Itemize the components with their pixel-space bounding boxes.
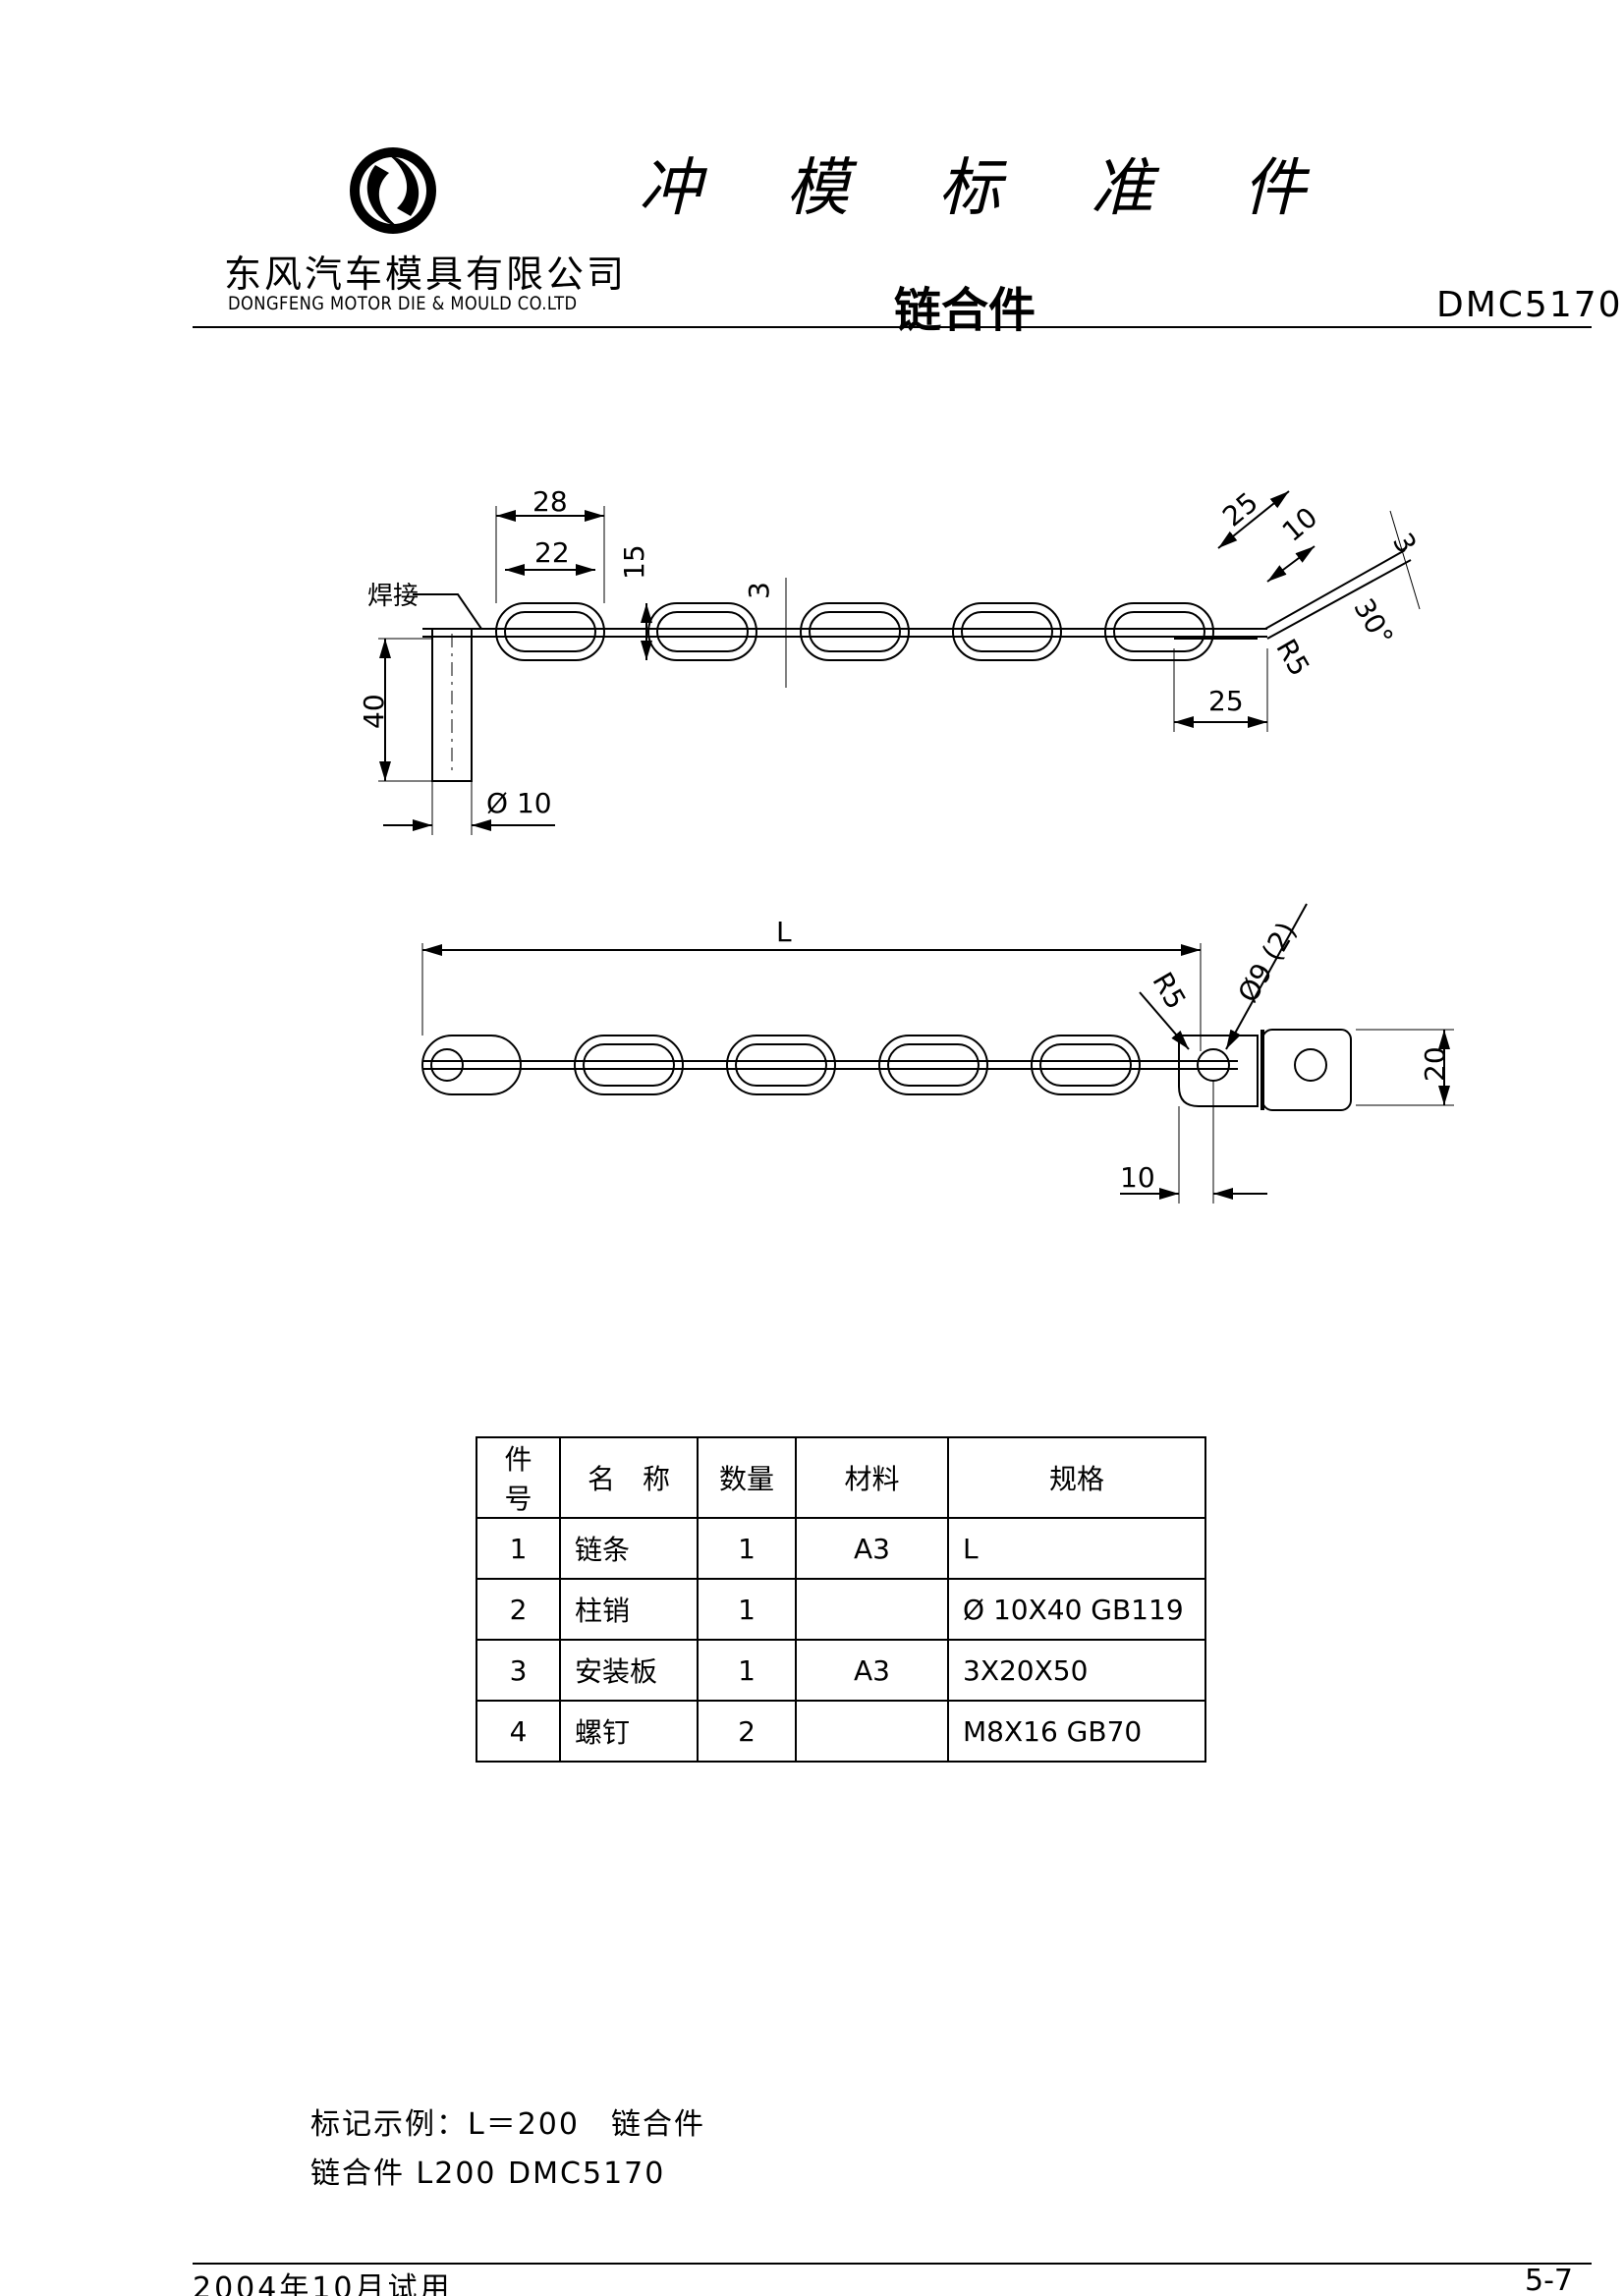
dim-phi10: Ø 10 xyxy=(486,787,552,819)
cell-qty: 1 xyxy=(697,1517,797,1580)
header-qty: 数量 xyxy=(697,1436,797,1519)
header-rule xyxy=(193,326,1592,328)
dim-30deg: 30° xyxy=(1347,593,1399,651)
dim-r5: R5 xyxy=(1269,634,1316,682)
header-spec: 规格 xyxy=(947,1436,1206,1519)
cell-material: A3 xyxy=(795,1639,949,1702)
cell-material: A3 xyxy=(795,1517,949,1580)
dim-10: 10 xyxy=(1276,501,1324,548)
company-name-cn: 东风汽车模具有限公司 xyxy=(224,252,628,296)
cell-name: 链条 xyxy=(559,1517,699,1580)
cell-spec: M8X16 GB70 xyxy=(947,1700,1206,1763)
table-row: 3 安装板 1 A3 3X20X50 xyxy=(476,1639,1206,1702)
table-row: 1 链条 1 A3 L xyxy=(476,1517,1206,1580)
cell-item-no: 2 xyxy=(476,1578,561,1641)
chain-link xyxy=(1104,602,1214,661)
table-row: 2 柱销 1 Ø 10X40 GB119 xyxy=(476,1578,1206,1641)
footer-date: 2004年10月试用 xyxy=(193,2271,453,2296)
marking-example-line: 链合件 L200 DMC5170 xyxy=(310,2156,666,2191)
footer-rule xyxy=(193,2263,1592,2265)
pin xyxy=(431,628,473,782)
cell-qty: 1 xyxy=(697,1639,797,1702)
marking-example-line: 标记示例：L＝200 链合件 xyxy=(310,2107,705,2142)
dim-phi9: Ø9 (2) xyxy=(1231,917,1303,1008)
title-char: 件 xyxy=(1243,152,1306,225)
table-row: 4 螺钉 2 M8X16 GB70 xyxy=(476,1700,1206,1763)
cell-spec: Ø 10X40 GB119 xyxy=(947,1578,1206,1641)
chain-link xyxy=(1031,1035,1141,1095)
chain-link xyxy=(574,1035,684,1095)
title-char: 冲 xyxy=(639,152,701,225)
dim-L: L xyxy=(776,916,792,948)
cell-name: 螺钉 xyxy=(559,1700,699,1763)
front-view xyxy=(421,903,1454,1204)
weld-label: 焊接 xyxy=(367,582,419,611)
title-char: 标 xyxy=(938,152,1001,225)
header-name: 名 称 xyxy=(559,1436,699,1519)
cell-item-no: 4 xyxy=(476,1700,561,1763)
dim-3-link: 3 xyxy=(743,582,775,599)
header-material: 材料 xyxy=(795,1436,949,1519)
footer-page-number: 5-7 xyxy=(1525,2264,1573,2296)
dim-25-top: 25 xyxy=(1216,485,1264,532)
cell-spec: L xyxy=(947,1517,1206,1580)
dim-3-plate: 3 xyxy=(1386,528,1423,559)
dim-22: 22 xyxy=(534,536,570,569)
marking-example: 标记示例：L＝200 链合件 链合件 L200 DMC5170 xyxy=(310,2100,705,2199)
title-char: 准 xyxy=(1091,152,1153,225)
top-view xyxy=(378,490,1421,835)
cell-material xyxy=(795,1700,949,1763)
table-header-row: 件号 名 称 数量 材料 规格 xyxy=(476,1436,1206,1519)
dim-15: 15 xyxy=(618,544,650,580)
parts-table: 件号 名 称 数量 材料 规格 1 链条 1 A3 L 2 柱销 1 Ø 10X… xyxy=(476,1436,1206,1763)
company-name-en: DONGFENG MOTOR DIE & MOULD CO.LTD xyxy=(228,293,578,314)
document-code: DMC5170 xyxy=(1436,285,1623,325)
dim-20: 20 xyxy=(1419,1046,1451,1082)
chain-link xyxy=(726,1035,836,1095)
part-name: 链合件 xyxy=(894,283,1036,338)
chain-link xyxy=(800,602,910,661)
cell-qty: 2 xyxy=(697,1700,797,1763)
chain-link xyxy=(647,602,757,661)
dim-10-front: 10 xyxy=(1120,1161,1155,1194)
header-item-no: 件号 xyxy=(476,1436,561,1519)
chain-link xyxy=(878,1035,988,1095)
dim-25-bottom: 25 xyxy=(1208,685,1244,717)
cell-qty: 1 xyxy=(697,1578,797,1641)
cell-name: 柱销 xyxy=(559,1578,699,1641)
chain-link xyxy=(952,602,1062,661)
cell-item-no: 1 xyxy=(476,1517,561,1580)
dongfeng-logo-icon xyxy=(350,147,436,234)
cell-name: 安装板 xyxy=(559,1639,699,1702)
cell-material xyxy=(795,1578,949,1641)
end-link xyxy=(421,1035,522,1095)
technical-drawing: 28 22 15 3 40 Ø 10 25 25 10 3 30° R5 焊接 xyxy=(358,485,1454,1204)
dim-28: 28 xyxy=(532,485,568,518)
cell-item-no: 3 xyxy=(476,1639,561,1702)
cell-spec: 3X20X50 xyxy=(947,1639,1206,1702)
chain-link xyxy=(495,602,605,661)
mounting-plate xyxy=(1178,1029,1352,1111)
dim-40: 40 xyxy=(358,694,390,729)
title-char: 模 xyxy=(786,152,849,225)
